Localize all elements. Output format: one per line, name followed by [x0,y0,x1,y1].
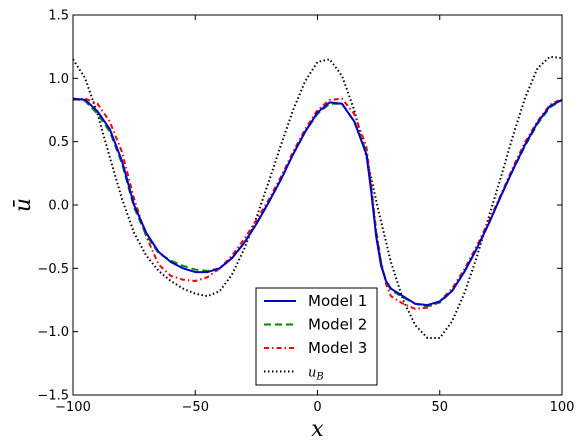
series-layer [72,55,563,339]
legend: Model 1 Model 2 Model 3 uB [255,287,378,386]
x-axis-label: x [311,417,324,442]
series-line-2 [72,97,563,310]
legend-box [255,287,378,386]
x-tick-label-2: 0 [313,400,321,415]
ticks-layer: −100 −50 0 50 100 −1.5 −1.0 −0.5 0.0 0.5 1.0 1.5 [37,9,574,416]
series-line-3 [72,55,563,339]
y-tick-label-1: −1.0 [37,325,69,340]
y-tick-label-3: 0.0 [48,199,69,214]
legend-label-2: Model 3 [308,339,367,357]
y-tick-label-6: 1.5 [48,9,69,24]
legend-label-3: uB [308,366,324,383]
y-tick-label-0: −1.5 [37,389,69,404]
y-tick-label-5: 1.0 [48,72,69,87]
series-line-0 [72,97,563,307]
legend-label-1: Model 2 [308,316,367,334]
y-tick-label-2: −0.5 [37,262,69,277]
x-tick-label-1: −50 [182,400,209,415]
legend-label-0: Model 1 [308,292,367,310]
x-tick-label-4: 100 [550,400,575,415]
x-tick-label-0: −100 [55,400,91,415]
series-line-1 [72,97,563,308]
y-axis-label: ū [11,198,36,212]
x-tick-label-3: 50 [431,400,448,415]
y-tick-label-4: 0.5 [48,135,69,150]
